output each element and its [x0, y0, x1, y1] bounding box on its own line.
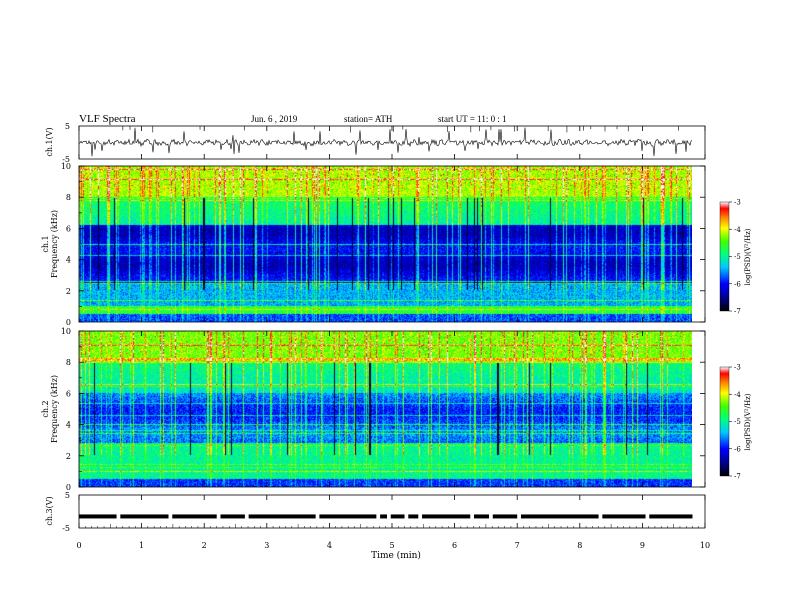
colorbar-tick-label: -7: [734, 308, 741, 316]
ch1-waveform-ytick-bottom: -5: [62, 155, 70, 164]
spectrogram-ytick-label: 2: [66, 452, 71, 461]
colorbar-tick-label: -4: [734, 391, 741, 399]
ch2-colorbar-ticks: -3 -4 -5 -6 -7: [729, 364, 741, 481]
colorbar-tick-label: -3: [734, 364, 741, 372]
ch3-waveform-segment: [492, 514, 518, 519]
ch3-waveform-ylabel: ch.3(V): [45, 496, 54, 525]
spectrogram-ytick-label: 6: [66, 224, 71, 233]
time-axis-tick-label: 9: [640, 541, 645, 550]
ch1-colorbar-label: log(PSD)(V²/Hz): [744, 228, 752, 285]
time-axis-tick-label: 3: [264, 541, 269, 550]
ch1-spectrogram-heatmap: [79, 166, 692, 322]
spectrogram-ytick-label: 4: [66, 256, 71, 265]
spectrogram-ytick-label: 0: [66, 483, 71, 492]
ch2-spectrogram-ylabel-frequency: Frequency (kHz): [50, 375, 59, 443]
ch3-waveform-segment: [319, 514, 377, 519]
colorbar-tick-label: -5: [734, 418, 741, 426]
ch2-colorbar: [719, 366, 730, 477]
ch1-waveform-ytick-top: 5: [65, 122, 70, 131]
ch3-waveform-segment: [602, 514, 646, 519]
spectrogram-ytick-label: 8: [66, 358, 71, 367]
ch2-spectrogram-heatmap: [79, 331, 692, 487]
colorbar-tick-label: -5: [734, 253, 741, 261]
time-axis-tick-label: 4: [327, 541, 332, 550]
time-axis-tick-label: 1: [139, 541, 144, 550]
ch1-waveform-ylabel: ch.1(V): [45, 127, 54, 156]
colorbar-tick-label: -6: [734, 445, 741, 453]
figure-title: VLF Spectra: [79, 113, 136, 125]
colorbar-tick-label: -6: [734, 280, 741, 288]
ch1-waveform-line: [78, 127, 693, 157]
ch3-waveform-segment: [520, 514, 599, 519]
ch1-spectrogram-ylabel-frequency: Frequency (kHz): [50, 210, 59, 278]
time-axis-tick-label: 0: [76, 541, 81, 550]
time-axis: 0 1 2 3 4 5 6 7 8 9 10: [76, 126, 710, 550]
ch3-waveform-segment: [248, 514, 316, 519]
ch3-waveform-ytick-bottom: -5: [62, 524, 70, 533]
time-axis-tick-label: 2: [202, 541, 207, 550]
ch3-waveform-segment: [120, 514, 169, 519]
time-axis-label: Time (min): [371, 550, 421, 561]
ch3-waveform-panel: 5 -5 ch.3(V): [45, 491, 706, 533]
start-ut-label: start UT = 11: 0 : 1: [438, 114, 507, 124]
ch3-waveform-segment: [390, 514, 405, 519]
colorbar-tick-label: -7: [734, 473, 741, 481]
spectrogram-ytick-label: 10: [61, 162, 71, 171]
spectrogram-ytick-label: 6: [66, 389, 71, 398]
date-label: Jun. 6 , 2019: [251, 114, 298, 124]
ch1-colorbar-ticks: -3 -4 -5 -6 -7: [729, 199, 741, 316]
time-axis-tick-label: 6: [452, 541, 457, 550]
ch3-waveform-segment: [220, 514, 245, 519]
ch1-spectrogram-yticks: 10 8 6 4 2 0: [61, 162, 705, 327]
ch3-waveform-segment: [422, 514, 471, 519]
spectrogram-ytick-label: 10: [61, 327, 71, 336]
station-label: station= ATH: [344, 114, 393, 124]
ch3-waveform-segment: [408, 514, 419, 519]
ch3-waveform-segment: [380, 514, 387, 519]
time-axis-tick-label: 8: [577, 541, 582, 550]
colorbar-tick-label: -4: [734, 226, 741, 234]
spectrogram-ytick-label: 2: [66, 287, 71, 296]
spectrogram-ytick-label: 4: [66, 421, 71, 430]
ch1-colorbar: [719, 201, 730, 312]
ch3-waveform-segment: [474, 514, 490, 519]
time-axis-tick-label: 10: [700, 541, 710, 550]
ch3-waveform-line: [79, 514, 693, 519]
ch3-waveform-ytick-top: 5: [65, 491, 70, 500]
time-axis-tick-label: 5: [389, 541, 394, 550]
ch3-waveform-segment: [649, 514, 693, 519]
ch2-spectrogram-yticks: 10 8 6 4 2 0: [61, 327, 705, 492]
ch3-waveform-segment: [172, 514, 217, 519]
ch1-spectrogram-ylabel-channel: ch.1: [41, 235, 50, 252]
time-axis-tick-label: 7: [515, 541, 520, 550]
ch1-waveform-panel: 5 -5 ch.1(V): [45, 122, 706, 164]
spectrogram-ytick-label: 8: [66, 193, 71, 202]
ch2-spectrogram-ylabel-channel: ch.2: [41, 400, 50, 417]
ch2-colorbar-label: log(PSD)(V²/Hz): [744, 393, 752, 450]
colorbar-tick-label: -3: [734, 199, 741, 207]
ch3-waveform-segment: [79, 514, 117, 519]
spectrogram-ytick-label: 0: [66, 318, 71, 327]
